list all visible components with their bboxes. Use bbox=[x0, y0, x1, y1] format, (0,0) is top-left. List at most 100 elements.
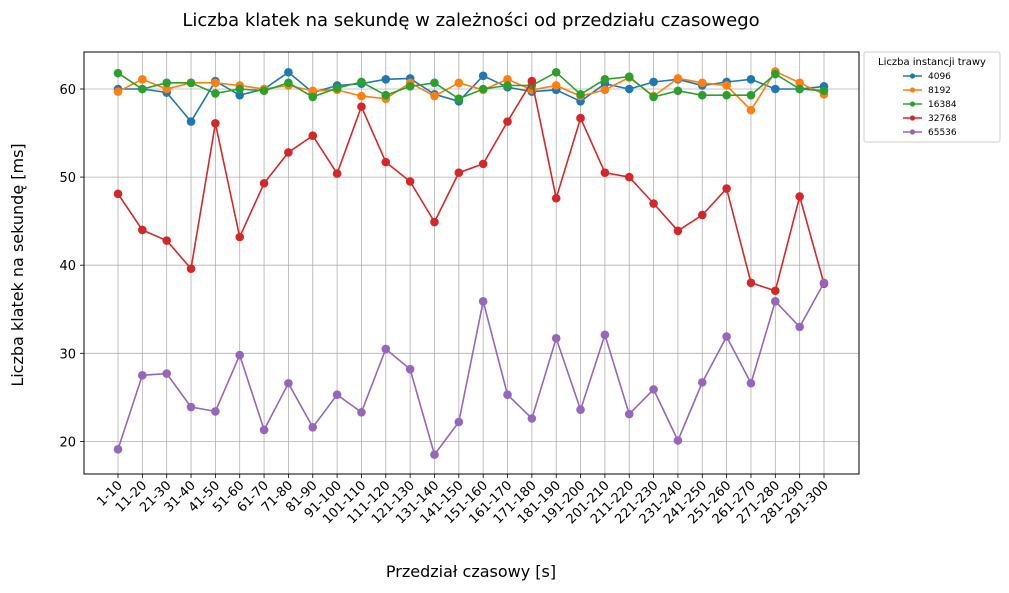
data-point-65536 bbox=[624, 409, 634, 419]
data-point-16384 bbox=[162, 78, 171, 88]
data-point-32768 bbox=[138, 225, 147, 235]
legend-swatch-marker bbox=[909, 129, 916, 135]
data-point-4096 bbox=[771, 84, 780, 94]
data-point-8192 bbox=[162, 84, 171, 94]
series-lines bbox=[113, 67, 829, 459]
data-point-8192 bbox=[600, 85, 610, 95]
data-point-8192 bbox=[308, 86, 318, 96]
data-point-65536 bbox=[600, 330, 610, 340]
y-tick-label: 40 bbox=[59, 259, 76, 274]
plot-frame bbox=[83, 51, 860, 475]
data-point-65536 bbox=[722, 332, 731, 341]
data-point-16384 bbox=[332, 83, 342, 93]
data-point-32768 bbox=[600, 168, 610, 177]
data-point-65536 bbox=[113, 445, 123, 454]
data-point-8192 bbox=[503, 75, 512, 84]
data-point-8192 bbox=[454, 78, 464, 88]
data-point-16384 bbox=[600, 75, 610, 84]
data-point-32768 bbox=[503, 117, 512, 126]
data-point-32768 bbox=[795, 192, 804, 201]
data-point-16384 bbox=[259, 86, 269, 96]
chart-title: Liczba klatek na sekundę w zależności od… bbox=[182, 10, 759, 31]
legend: Liczba instancji trawy 4096 8192 16384 3276… bbox=[863, 51, 1001, 143]
data-point-32768 bbox=[454, 168, 464, 177]
legend-label: 8192 bbox=[928, 86, 951, 96]
data-point-4096 bbox=[478, 71, 488, 81]
data-point-32768 bbox=[527, 76, 537, 86]
data-point-16384 bbox=[503, 81, 512, 90]
data-point-16384 bbox=[697, 90, 707, 100]
data-point-8192 bbox=[673, 74, 683, 83]
data-point-16384 bbox=[430, 78, 439, 88]
data-point-32768 bbox=[405, 177, 415, 186]
y-tick-label: 30 bbox=[59, 347, 76, 362]
data-point-65536 bbox=[673, 436, 683, 445]
data-point-8192 bbox=[113, 87, 123, 96]
data-point-32768 bbox=[259, 178, 269, 188]
data-point-4096 bbox=[746, 75, 756, 84]
data-point-32768 bbox=[113, 189, 123, 199]
data-point-16384 bbox=[454, 94, 464, 103]
legend-label: 65536 bbox=[928, 128, 957, 138]
legend-swatch-marker bbox=[909, 87, 916, 93]
y-axis-label: Liczba klatek na sekundę [ms] bbox=[8, 143, 27, 386]
data-point-16384 bbox=[381, 90, 391, 100]
data-point-8192 bbox=[722, 81, 731, 90]
data-point-16384 bbox=[576, 89, 585, 99]
data-point-4096 bbox=[649, 77, 658, 87]
data-point-8192 bbox=[357, 91, 366, 101]
data-point-32768 bbox=[697, 210, 707, 220]
legend-swatch-marker bbox=[909, 101, 916, 107]
data-point-4096 bbox=[624, 84, 634, 94]
data-point-65536 bbox=[527, 414, 537, 423]
data-point-4096 bbox=[381, 75, 391, 84]
data-point-65536 bbox=[746, 378, 756, 388]
legend-swatch-marker bbox=[909, 115, 916, 121]
y-tick-label: 20 bbox=[59, 435, 76, 450]
data-point-65536 bbox=[162, 369, 171, 378]
data-point-32768 bbox=[430, 217, 439, 227]
data-point-16384 bbox=[649, 92, 658, 102]
y-tick-label: 50 bbox=[59, 171, 76, 186]
data-point-65536 bbox=[771, 297, 780, 306]
data-point-16384 bbox=[138, 84, 147, 94]
legend-label: 4096 bbox=[928, 72, 951, 82]
data-point-16384 bbox=[478, 84, 488, 94]
data-point-32768 bbox=[381, 157, 391, 167]
data-point-16384 bbox=[186, 78, 196, 88]
data-point-32768 bbox=[551, 193, 561, 203]
data-point-16384 bbox=[746, 90, 756, 100]
data-point-65536 bbox=[405, 364, 415, 374]
data-point-16384 bbox=[405, 82, 415, 91]
data-point-65536 bbox=[235, 350, 245, 360]
data-point-65536 bbox=[430, 450, 439, 459]
data-point-32768 bbox=[649, 199, 658, 208]
data-point-8192 bbox=[795, 78, 804, 88]
data-point-16384 bbox=[113, 68, 123, 78]
data-point-8192 bbox=[138, 75, 147, 84]
data-point-8192 bbox=[211, 78, 220, 88]
data-point-16384 bbox=[722, 90, 731, 100]
data-point-65536 bbox=[308, 423, 318, 432]
data-point-65536 bbox=[454, 417, 464, 427]
data-point-16384 bbox=[819, 86, 829, 96]
data-point-8192 bbox=[430, 91, 439, 101]
data-point-32768 bbox=[357, 102, 366, 111]
legend-swatch-marker bbox=[909, 73, 916, 79]
legend-entries: 4096 8192 16384 32768 65536 bbox=[903, 72, 957, 138]
data-point-16384 bbox=[551, 67, 561, 77]
data-point-32768 bbox=[624, 172, 634, 182]
data-point-16384 bbox=[284, 78, 293, 88]
data-point-32768 bbox=[308, 131, 318, 140]
data-point-32768 bbox=[673, 226, 683, 236]
legend-label: 32768 bbox=[928, 114, 957, 124]
data-point-16384 bbox=[673, 86, 683, 96]
data-point-32768 bbox=[746, 278, 756, 288]
data-point-32768 bbox=[576, 113, 585, 123]
data-point-16384 bbox=[357, 77, 366, 87]
data-point-16384 bbox=[771, 69, 780, 79]
data-point-32768 bbox=[186, 264, 196, 274]
x-axis-label: Przedział czasowy [s] bbox=[386, 562, 556, 581]
data-point-65536 bbox=[795, 322, 804, 332]
